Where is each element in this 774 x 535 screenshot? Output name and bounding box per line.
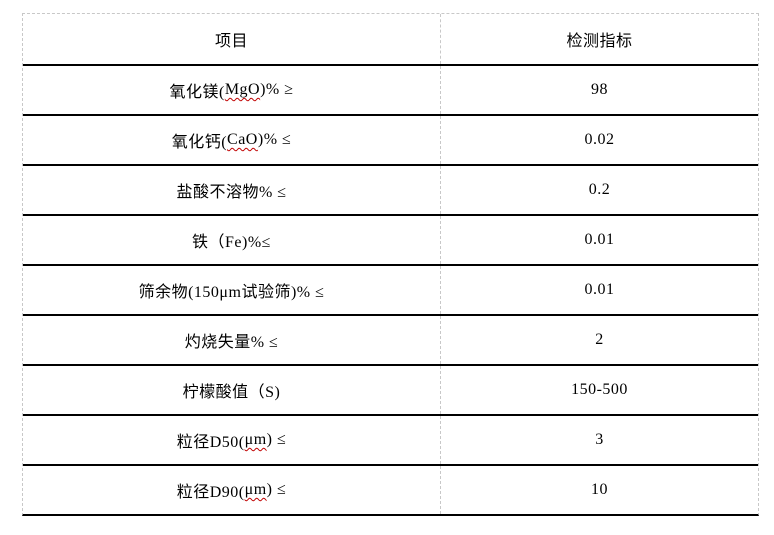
- value-cell: 0.01: [584, 281, 615, 298]
- header-cell-value: 检测指标: [566, 33, 633, 50]
- value-cell: 0.02: [584, 131, 615, 148]
- item-text: )% ≥: [260, 81, 294, 98]
- item-cell: 铁（Fe)%≤: [23, 216, 441, 264]
- item-text: 氧化钙(: [171, 134, 228, 151]
- table-row: 筛余物(150μm试验筛)% ≤ 0.01: [23, 264, 758, 314]
- spellcheck-underlined-text: MgO: [224, 81, 261, 98]
- item-text: 粒径D90(: [176, 484, 245, 501]
- item-text: 筛余物(150μm试验筛)% ≤: [138, 284, 325, 301]
- header-cell-item: 项目: [23, 14, 441, 64]
- item-cell: 灼烧失量% ≤: [23, 316, 441, 364]
- table-row: 氧化钙(CaO)% ≤ 0.02: [23, 114, 758, 164]
- item-text: 粒径D50(: [176, 434, 245, 451]
- table-row: 铁（Fe)%≤ 0.01: [23, 214, 758, 264]
- item-cell: 筛余物(150μm试验筛)% ≤: [23, 266, 441, 314]
- table-header-row: 项目 检测指标: [23, 14, 758, 64]
- value-cell: 98: [591, 81, 608, 98]
- table-row: 盐酸不溶物% ≤ 0.2: [23, 164, 758, 214]
- spec-table: 项目 检测指标 氧化镁(MgO)% ≥ 98 氧化钙(CaO)% ≤ 0.02 …: [22, 13, 759, 516]
- table-row: 粒径D90(μm) ≤ 10: [23, 464, 758, 514]
- spellcheck-underlined-text: CaO: [227, 131, 258, 148]
- value-cell: 0.2: [588, 181, 611, 198]
- item-text: ) ≤: [266, 481, 287, 498]
- value-cell: 2: [595, 331, 604, 348]
- item-text: 氧化镁(: [169, 84, 225, 101]
- item-text: 铁（Fe)%≤: [192, 234, 271, 251]
- item-text: 柠檬酸值（S): [182, 384, 281, 401]
- item-text: 盐酸不溶物% ≤: [176, 184, 287, 201]
- value-cell: 150-500: [571, 381, 628, 398]
- table-row: 柠檬酸值（S) 150-500: [23, 364, 758, 414]
- item-text: )% ≤: [257, 131, 292, 148]
- value-cell: 10: [591, 481, 608, 498]
- item-cell: 氧化镁(MgO)% ≥: [23, 66, 441, 114]
- item-cell: 柠檬酸值（S): [23, 366, 441, 414]
- item-cell: 粒径D50(μm) ≤: [23, 416, 441, 464]
- value-cell: 0.01: [584, 231, 615, 248]
- spellcheck-underlined-text: μm: [244, 481, 267, 498]
- value-cell: 3: [595, 431, 604, 448]
- table-row: 灼烧失量% ≤ 2: [23, 314, 758, 364]
- item-cell: 氧化钙(CaO)% ≤: [23, 116, 441, 164]
- item-cell: 盐酸不溶物% ≤: [23, 166, 441, 214]
- item-text: ) ≤: [266, 431, 287, 448]
- table-row: 粒径D50(μm) ≤ 3: [23, 414, 758, 464]
- item-cell: 粒径D90(μm) ≤: [23, 466, 441, 514]
- table-row: 氧化镁(MgO)% ≥ 98: [23, 64, 758, 114]
- item-text: 灼烧失量% ≤: [184, 334, 279, 351]
- spellcheck-underlined-text: μm: [244, 431, 267, 448]
